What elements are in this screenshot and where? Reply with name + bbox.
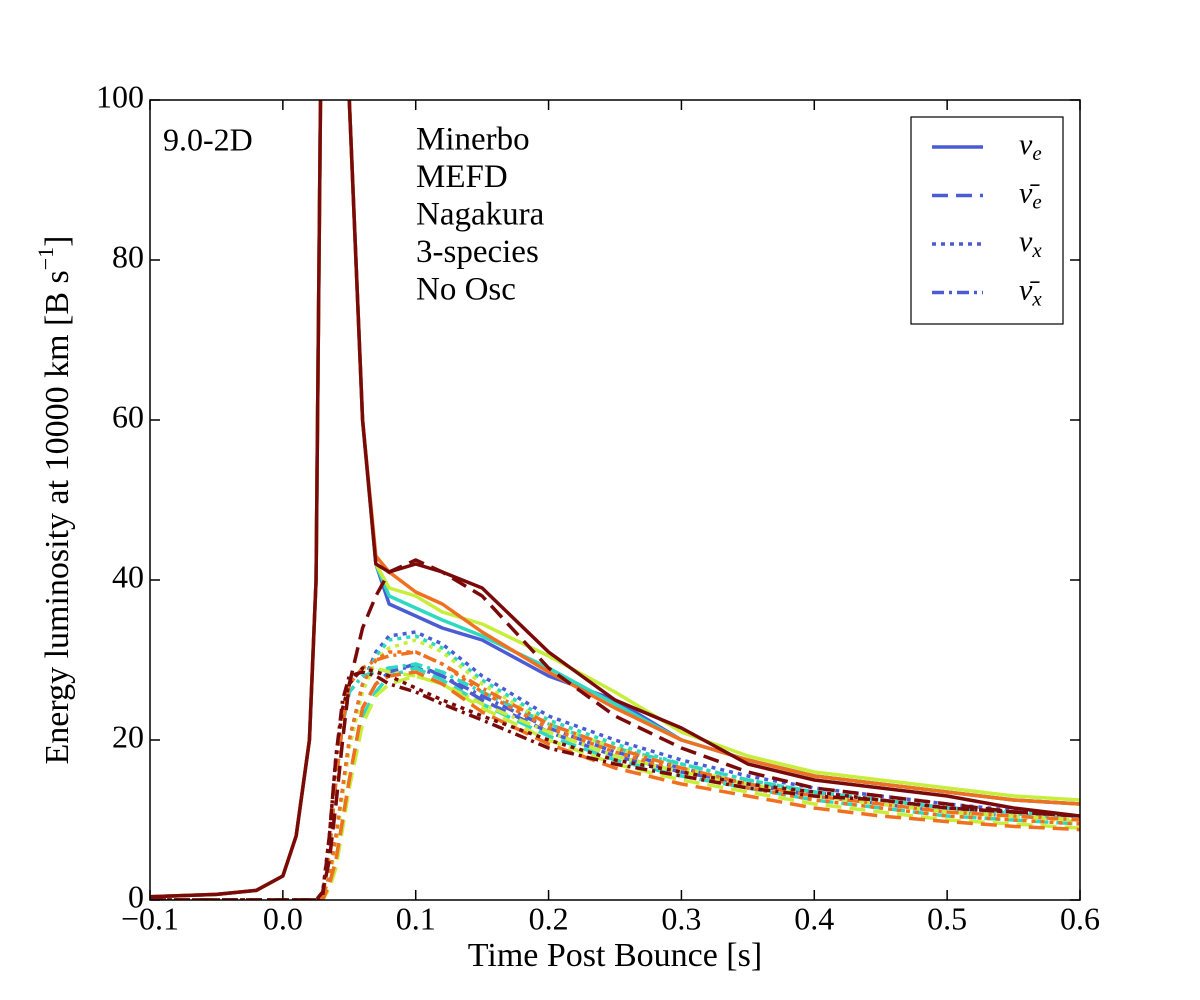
y-tick-label: 100	[96, 78, 144, 114]
series-line	[150, 630, 1080, 900]
series-line	[150, 666, 1080, 900]
x-tick-label: 0.5	[927, 900, 967, 936]
legend-label: νe	[1019, 128, 1042, 165]
y-tick-label: 40	[112, 558, 144, 594]
x-tick-label: 0.4	[794, 900, 834, 936]
series-line	[150, 670, 1080, 900]
series-line	[150, 670, 1080, 900]
model-label: 3-species	[416, 234, 539, 270]
legend-subscript: x	[1031, 286, 1042, 310]
y-tick-label: 0	[128, 878, 144, 914]
legend-symbol: ν	[1019, 225, 1033, 258]
x-tick-label: 0.1	[396, 900, 436, 936]
x-tick-label: 0.6	[1060, 900, 1100, 936]
series-line	[150, 674, 1080, 900]
y-axis-label: Energy luminosity at 10000 km [B s−1]	[33, 236, 76, 765]
x-tick-label: 0.2	[529, 900, 569, 936]
y-tick-label: 60	[112, 398, 144, 434]
y-axis-label-end: ]	[39, 236, 76, 247]
series-line	[150, 100, 1080, 899]
model-label: Minerbo	[416, 122, 530, 158]
x-tick-label: 0.3	[661, 900, 701, 936]
plot-frame	[149, 99, 1081, 901]
legend-symbol: ν	[1019, 128, 1033, 161]
legend-subscript: e	[1032, 189, 1041, 213]
legend-subscript: e	[1032, 141, 1041, 165]
series-line	[150, 666, 1080, 900]
y-tick-label: 80	[112, 238, 144, 274]
y-axis-label-text: Energy luminosity at 10000 km [B s	[39, 270, 76, 764]
plot-lines	[150, 100, 1080, 900]
x-tick-label: 0.0	[263, 900, 303, 936]
series-line	[150, 650, 1080, 900]
legend-box	[910, 116, 1064, 325]
model-label: No Osc	[416, 272, 516, 308]
x-axis-label: Time Post Bounce [s]	[468, 937, 762, 974]
x-tick-label: −0.1	[121, 900, 179, 936]
model-label: Nagakura	[416, 197, 545, 233]
legend-label: νx	[1019, 225, 1042, 262]
legend-subscript: x	[1031, 238, 1042, 262]
y-tick-label: 20	[112, 718, 144, 754]
annotation: 9.0-2D	[163, 121, 253, 157]
model-label: MEFD	[416, 159, 508, 195]
y-axis-label-sup: −1	[33, 247, 58, 270]
